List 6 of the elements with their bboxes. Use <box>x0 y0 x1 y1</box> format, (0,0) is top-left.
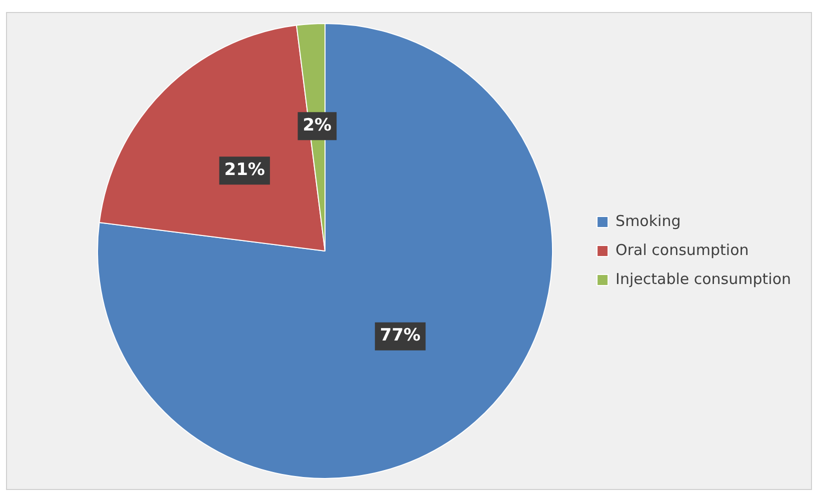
legend-label: Oral consumption <box>616 240 749 259</box>
data-label: 21% <box>224 160 265 180</box>
data-label: 77% <box>380 326 421 346</box>
data-label: 2% <box>302 116 332 136</box>
legend-label: Injectable consumption <box>616 270 791 288</box>
legend-label: Smoking <box>616 212 681 230</box>
